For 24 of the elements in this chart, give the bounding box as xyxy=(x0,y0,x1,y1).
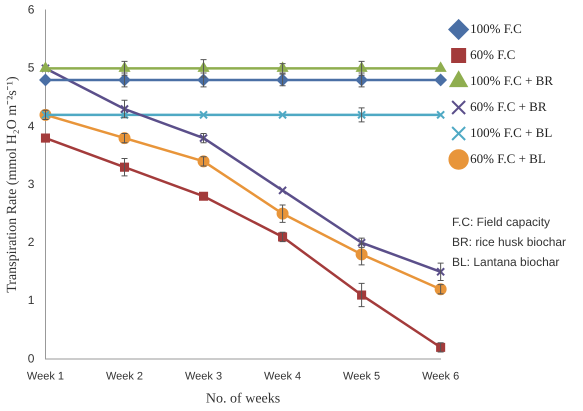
y-tick-label: 5 xyxy=(28,60,35,75)
y-tick-label: 4 xyxy=(28,118,35,133)
legend-label: 60% F.C xyxy=(470,46,516,62)
y-axis-title: Transpiration Rate (mmol H₂O m⁻²s⁻¹) xyxy=(5,76,20,293)
legend-label: 60% F.C + BR xyxy=(470,98,547,114)
legend-label: 100% F.C + BL xyxy=(470,124,552,140)
x-tick-label: Week 2 xyxy=(106,370,144,383)
legend-label: 100% F.C + BR xyxy=(470,72,554,88)
text: F.C: Field capacity xyxy=(452,214,552,231)
y-tick-label: 3 xyxy=(28,176,35,191)
y-tick-label: 6 xyxy=(28,2,35,17)
legend-label: 60% F.C + BL xyxy=(470,150,546,166)
y-tick-label: 2 xyxy=(28,235,35,250)
text: BR: rice husk biochar xyxy=(452,234,566,251)
text: BL: Lantana biochar xyxy=(452,254,560,271)
x-tick-label: Week 1 xyxy=(26,370,64,383)
y-tick-label: 0 xyxy=(28,351,35,366)
y-tick-label: 1 xyxy=(28,293,35,308)
legend-label: 100% F.C xyxy=(470,20,522,36)
x-axis-title: No. of weeks xyxy=(206,391,280,406)
x-tick-label: Week 5 xyxy=(343,370,380,383)
x-tick-label: Week 3 xyxy=(184,370,222,383)
x-tick-label: Week 4 xyxy=(264,370,302,383)
x-tick-label: Week 6 xyxy=(422,370,460,383)
